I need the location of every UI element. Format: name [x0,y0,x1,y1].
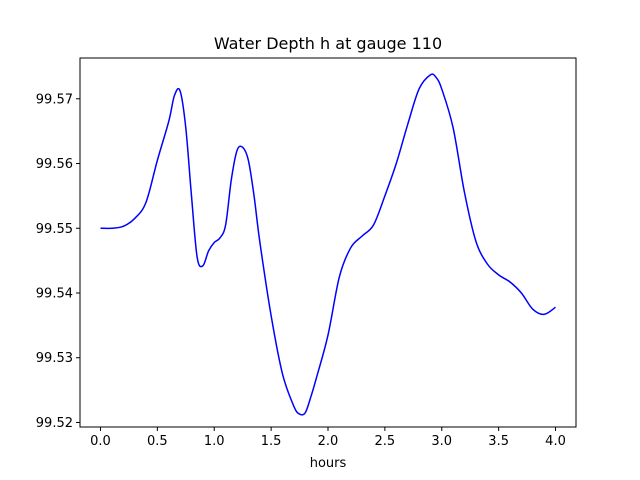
y-tick-label: 99.53 [36,351,73,366]
y-tick-label: 99.54 [36,286,73,301]
x-tick-label: 2.5 [375,434,396,449]
x-tick-label: 0.5 [147,434,168,449]
x-tick-label: 2.0 [318,434,339,449]
y-tick-label: 99.56 [36,157,73,172]
x-tick-label: 1.0 [204,434,225,449]
x-tick-label: 1.5 [261,434,282,449]
x-tick-label: 3.0 [431,434,452,449]
chart-title: Water Depth h at gauge 110 [214,34,442,53]
y-tick-label: 99.52 [36,416,73,431]
x-axis-label: hours [310,456,347,471]
series-line-1 [100,73,556,416]
x-tick-label: 3.5 [488,434,509,449]
y-tick-label: 99.55 [36,222,73,237]
y-tick-label: 99.57 [36,92,73,107]
x-tick-label: 4.0 [545,434,566,449]
x-tick-label: 0.0 [90,434,111,449]
plot-area: 0.0 0.5 1.0 1.5 2.0 2.5 3.0 3.5 4.0 99.52 99.53 99.… [36,57,577,449]
